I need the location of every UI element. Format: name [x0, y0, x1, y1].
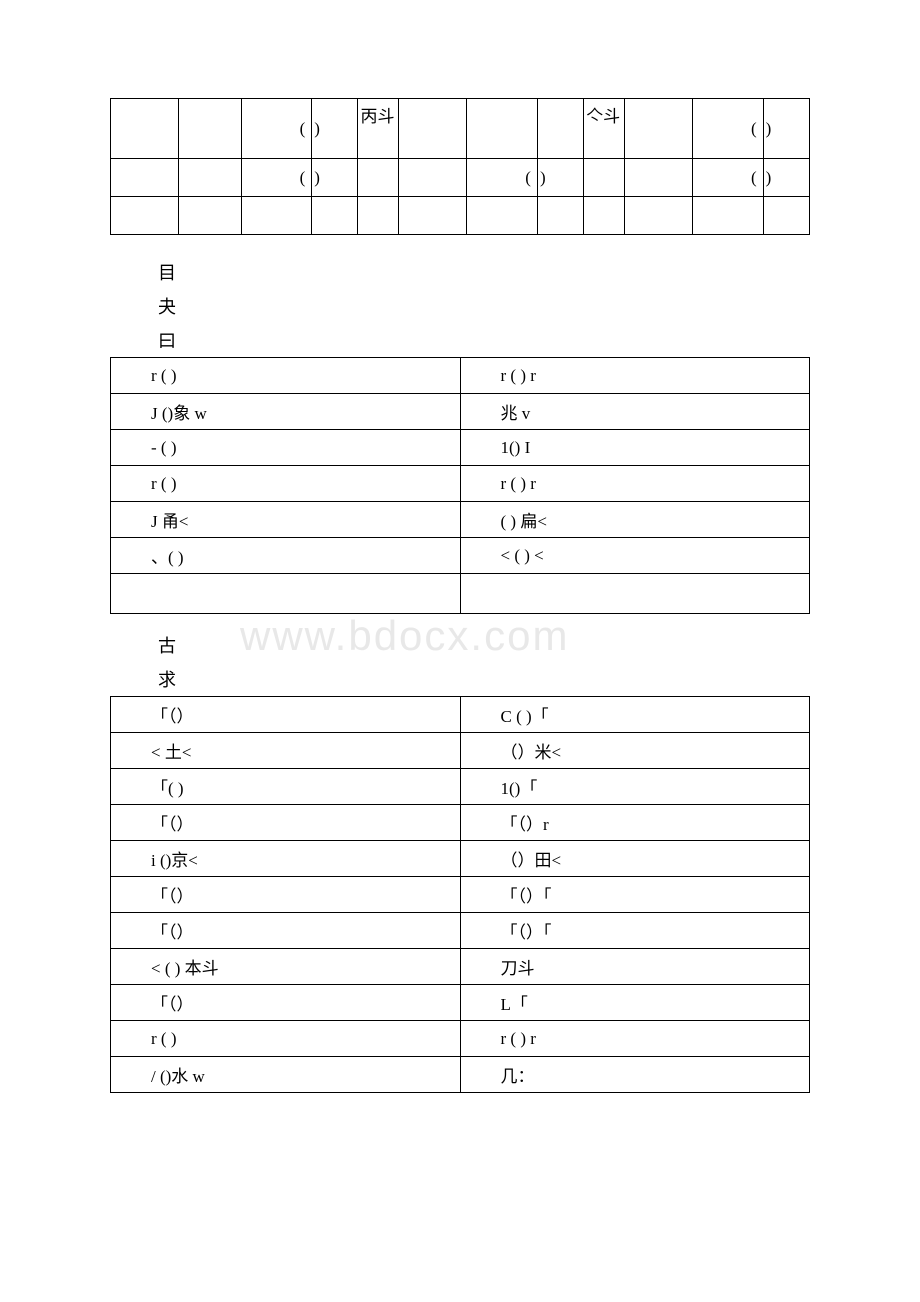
table-cell: / ()水 w: [111, 1057, 461, 1093]
table-cell: < ( ) <: [460, 538, 810, 574]
table-cell: 兆 v: [460, 394, 810, 430]
cell: [624, 159, 692, 197]
middle-table: r ( )r ( ) rJ ()象 w兆 v- ( )1() Ir ( )r (…: [110, 357, 810, 614]
table-cell: 「（）: [111, 805, 461, 841]
cell: [537, 99, 583, 159]
table-cell: 「（）: [111, 877, 461, 913]
cell: [399, 159, 467, 197]
character-list-1: 目 夬 曰: [110, 259, 810, 353]
table-cell: r ( ): [111, 358, 461, 394]
cell: [358, 197, 399, 235]
cell: [178, 197, 241, 235]
table-cell: 「（）: [111, 985, 461, 1021]
table-cell: r ( ) r: [460, 358, 810, 394]
cell: [467, 197, 538, 235]
table-cell: r ( ): [111, 466, 461, 502]
table-cell: r ( ) r: [460, 466, 810, 502]
cell: [241, 197, 312, 235]
cell: ): [763, 159, 809, 197]
character-list-2: 古 求: [110, 632, 810, 692]
character-item: 古: [110, 632, 810, 658]
cell: [178, 159, 241, 197]
character-item: 目: [110, 259, 810, 285]
cell: [537, 197, 583, 235]
cell: (: [241, 159, 312, 197]
cell: 亽斗: [584, 99, 625, 159]
table-cell: 「( ): [111, 769, 461, 805]
cell: [399, 197, 467, 235]
table-cell: 几：: [460, 1057, 810, 1093]
cell: [584, 159, 625, 197]
cell: [763, 197, 809, 235]
table-cell: 1() I: [460, 430, 810, 466]
cell: (: [241, 99, 312, 159]
table-cell: 「（）「: [460, 913, 810, 949]
table-cell: < 土<: [111, 733, 461, 769]
cell: ): [312, 159, 358, 197]
cell: [584, 197, 625, 235]
table-cell: r ( ) r: [460, 1021, 810, 1057]
cell: [624, 197, 692, 235]
table-cell: [460, 574, 810, 614]
cell: (: [692, 99, 763, 159]
table-cell: 「（）r: [460, 805, 810, 841]
character-item: 曰: [110, 327, 810, 353]
table-cell: ( ) 扁<: [460, 502, 810, 538]
top-grid-table: ( ) 丙斗 亽斗 ( ) ( ) ( ) ( ): [110, 98, 810, 235]
cell: (: [467, 159, 538, 197]
table-cell: 「（）: [111, 913, 461, 949]
table-cell: 刀斗: [460, 949, 810, 985]
table-cell: r ( ): [111, 1021, 461, 1057]
cell: [358, 159, 399, 197]
cell: ): [763, 99, 809, 159]
table-cell: （）米<: [460, 733, 810, 769]
cell: [624, 99, 692, 159]
table-cell: < ( ) 本斗: [111, 949, 461, 985]
cell: [111, 99, 179, 159]
table-cell: 1()「: [460, 769, 810, 805]
table-cell: i ()京<: [111, 841, 461, 877]
character-item: 夬: [110, 293, 810, 319]
cell: (: [692, 159, 763, 197]
character-item: 求: [110, 666, 810, 692]
cell: [467, 99, 538, 159]
table-cell: （）田<: [460, 841, 810, 877]
table-cell: L「: [460, 985, 810, 1021]
table-cell: 「（）: [111, 697, 461, 733]
table-cell: [111, 574, 461, 614]
bottom-table: 「（）C ( )「< 土<（）米<「( )1()「「（）「（）ri ()京<（）…: [110, 696, 810, 1093]
table-cell: - ( ): [111, 430, 461, 466]
table-cell: C ( )「: [460, 697, 810, 733]
cell: [312, 197, 358, 235]
cell: [692, 197, 763, 235]
cell: ): [537, 159, 583, 197]
cell: [399, 99, 467, 159]
cell: [111, 197, 179, 235]
table-cell: J ()象 w: [111, 394, 461, 430]
cell: [178, 99, 241, 159]
table-cell: J 甬<: [111, 502, 461, 538]
cell: ): [312, 99, 358, 159]
cell: 丙斗: [358, 99, 399, 159]
cell: [111, 159, 179, 197]
table-cell: 「（）「: [460, 877, 810, 913]
table-cell: 、( ): [111, 538, 461, 574]
